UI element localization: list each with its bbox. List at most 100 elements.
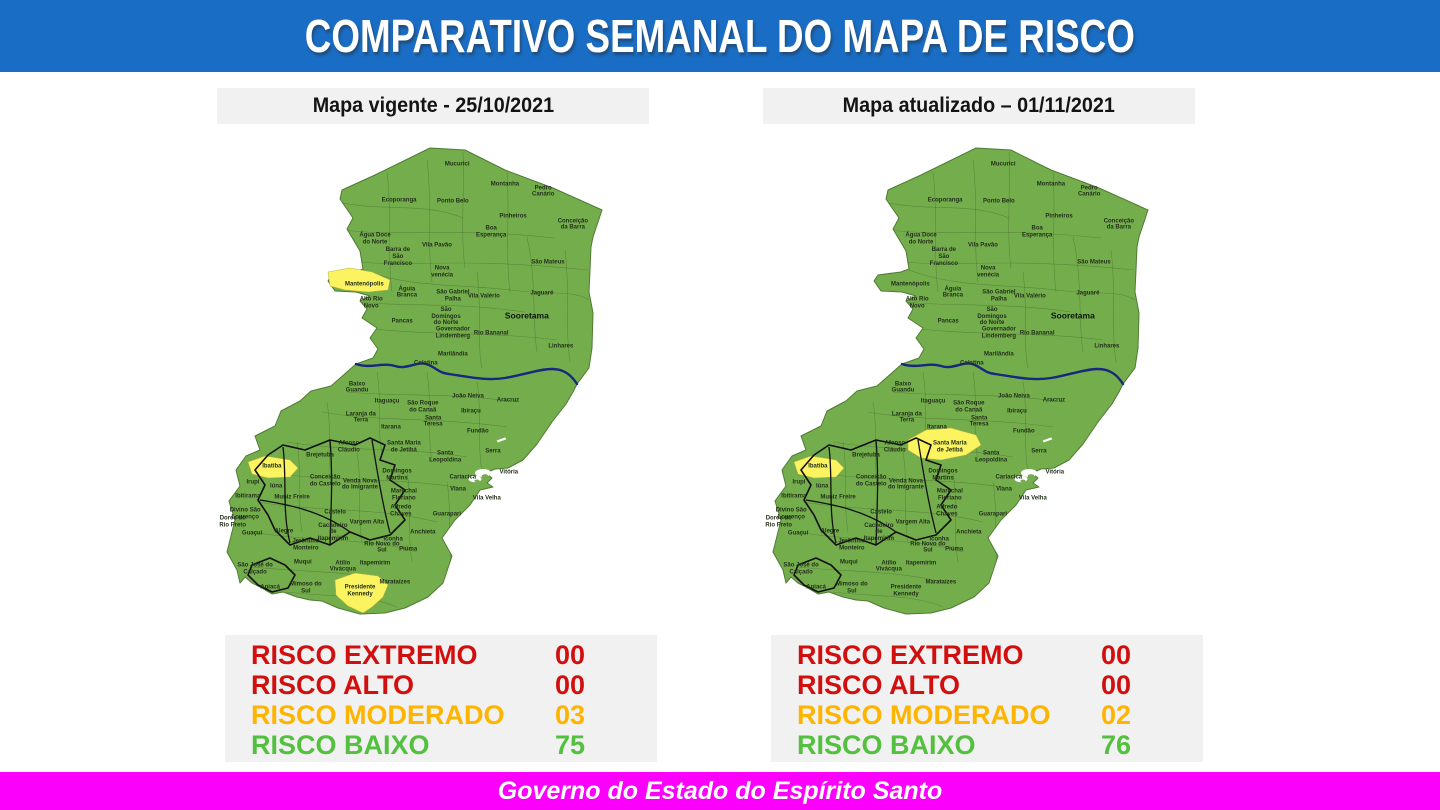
municipality-label: Conceição do Castelo [855, 474, 887, 487]
municipality-label: Atílio Vivácqua [875, 560, 902, 573]
municipality-label: Dores do Rio Preto [765, 515, 793, 529]
municipality-label: Marataízes [925, 579, 957, 586]
municipality-label: Linhares [1094, 343, 1120, 350]
municipality-label: Rio Novo do Sul [910, 541, 946, 554]
municipality-label: Brejetuba [852, 452, 880, 459]
municipality-label: Conceição da Barra [1103, 218, 1135, 231]
municipality-label: Pinheiros [1045, 213, 1073, 220]
municipality-label: Ibitirama [781, 493, 807, 500]
risk-row-alto: RISCO ALTO 00 [771, 670, 1203, 700]
municipality-label: Pedro Canário [532, 185, 555, 198]
municipality-label: Santa Leopoldina [429, 450, 462, 464]
municipality-label: Castelo [324, 509, 346, 516]
municipality-label: Alto Rio Novo [905, 296, 929, 309]
risk-row-baixo: RISCO BAIXO 76 [771, 730, 1203, 760]
municipality-label: São Domingos do Norte [431, 307, 461, 327]
risk-label: RISCO MODERADO [797, 699, 1051, 730]
municipality-label: Domingos Martins [382, 468, 412, 482]
municipality-label: Itapemirim [905, 561, 937, 568]
risk-label: RISCO EXTREMO [251, 639, 478, 670]
municipality-label: São Domingos do Norte [977, 307, 1007, 327]
municipality-label: Conceição da Barra [557, 218, 589, 231]
risk-summary-updated: RISCO EXTREMO 00 RISCO ALTO 00 RISCO MOD… [771, 635, 1203, 762]
state-landmass [226, 147, 603, 615]
map-updated: Mucurici Montanha Pedro Canário Ecoporanga P… [765, 140, 1201, 625]
municipality-label: Venda Nova do Imigrante [888, 478, 925, 491]
municipality-label: Vila Velha [472, 495, 501, 502]
municipality-label: Mucurici [444, 161, 470, 168]
municipality-label: Divino São Lourenço [775, 507, 807, 520]
municipality-label: Ecoporanga [381, 197, 417, 204]
municipality-label: Laranja da Terra [345, 411, 376, 424]
municipality-label: Pedro Canário [1078, 185, 1101, 198]
municipality-label: Anchieta [410, 529, 436, 536]
municipality-label: Colatina [959, 360, 984, 367]
municipality-label: Muniz Freire [274, 494, 310, 501]
municipality-label: Nova venécia [431, 265, 454, 278]
municipality-label: Apiacá [260, 584, 280, 591]
municipality-label: Brejetuba [306, 452, 334, 459]
municipality-label: Itaguaçu [374, 398, 400, 405]
highlight-moderate-risk [327, 267, 391, 293]
map-header-current: Mapa vigente - 25/10/2021 [217, 88, 649, 124]
municipality-label: Ibitirama [235, 493, 261, 500]
municipality-label: Jaguaré [530, 290, 554, 297]
municipality-label: Marataízes [379, 579, 411, 586]
municipality-label: Muniz Freire [820, 494, 856, 501]
highlight-moderate-risk [793, 455, 845, 479]
municipality-label: Ponto Belo [983, 198, 1015, 205]
risk-row-extremo: RISCO EXTREMO 00 [771, 640, 1203, 670]
municipality-label: Nova venécia [977, 265, 1000, 278]
municipality-label: Barra de São Francisco [929, 247, 959, 267]
municipality-label: Alto Rio Novo [359, 296, 383, 309]
municipality-label: Sooretama [504, 310, 549, 321]
municipality-label: Guaçuí [787, 530, 809, 537]
municipality-label: Marechal Floriano [936, 488, 963, 502]
municipality-label: São José do Calçado [783, 562, 819, 576]
municipality-label: Atílio Vivácqua [329, 560, 356, 573]
municipality-label: Vila Valério [467, 293, 500, 300]
municipality-label: Presidente Kennedy [890, 584, 922, 598]
municipality-label: Rio Bananal [473, 330, 509, 337]
municipality-label: Colatina [413, 360, 438, 367]
municipality-label: Governador Lindemberg [435, 326, 471, 340]
panel-updated: Mapa atualizado – 01/11/2021 Mucurici Mon… [763, 88, 1203, 768]
vitoria-bay [468, 437, 507, 483]
map-header-updated: Mapa atualizado – 01/11/2021 [763, 88, 1195, 124]
municipality-label: Cachoeiro de Itapemirim [317, 522, 349, 543]
municipality-label: Águia Branca [396, 286, 418, 299]
municipality-label: Alfredo Chaves [936, 504, 958, 518]
risk-value: 00 [1101, 639, 1132, 670]
footer-text: Governo do Estado do Espírito Santo [497, 776, 943, 805]
risk-summary-current: RISCO EXTREMO 00 RISCO ALTO 00 RISCO MOD… [225, 635, 657, 762]
municipality-label: Piúma [399, 546, 418, 553]
municipality-label: Rio Novo do Sul [364, 541, 400, 554]
highlight-moderate-risk [334, 572, 389, 614]
municipality-label: Ibatiba [808, 463, 828, 470]
municipality-label: Viana [996, 486, 1012, 493]
municipality-label: Mimoso do Sul [835, 581, 868, 595]
municipality-label: Fundão [1012, 428, 1035, 435]
municipality-label: Alfredo Chaves [390, 504, 412, 518]
municipality-label: Castelo [870, 509, 892, 516]
municipality-label: Jaguaré [1076, 290, 1100, 297]
municipality-label: Marilândia [438, 351, 468, 358]
municipality-label: Vargem Alta [349, 519, 385, 526]
espirito-santo-map-svg [772, 147, 1149, 615]
municipality-label: Vila Pavão [968, 242, 998, 249]
risk-label: RISCO BAIXO [797, 729, 976, 760]
risk-value: 75 [555, 729, 586, 760]
municipality-label: Dores do Rio Preto [219, 515, 247, 529]
risk-label: RISCO EXTREMO [797, 639, 1024, 670]
municipality-label: Irupi [246, 479, 260, 486]
risk-value: 02 [1101, 699, 1132, 730]
risk-row-alto: RISCO ALTO 00 [225, 670, 657, 700]
municipality-label: Iconha [383, 536, 403, 543]
municipality-label: Santa Teresa [423, 415, 443, 428]
municipality-label: Água Doce do Norte [359, 232, 391, 245]
municipality-label: Afonso Cláudio [337, 440, 360, 453]
municipality-label: Santa Maria de Jetibá [933, 440, 967, 453]
municipality-label: Água Doce do Norte [905, 232, 937, 245]
municipality-label: Piúma [945, 546, 964, 553]
title-banner: COMPARATIVO SEMANAL DO MAPA DE RISCO [0, 0, 1440, 72]
